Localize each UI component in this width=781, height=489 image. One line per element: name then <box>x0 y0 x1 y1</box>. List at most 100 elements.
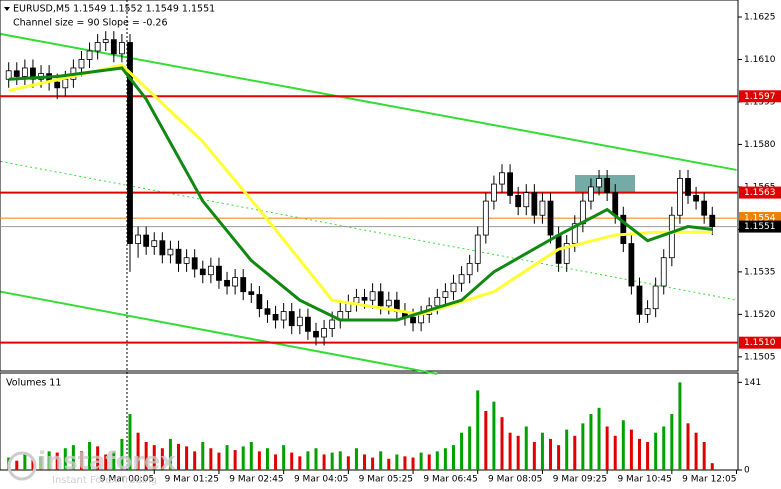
candle-body <box>13 70 20 77</box>
volume-tick-label: 141 <box>744 378 761 388</box>
y-tick-label: 1.1580 <box>744 140 776 150</box>
watermark-logo <box>7 451 37 481</box>
level-label-box <box>739 220 781 233</box>
watermark: instaforex <box>38 447 176 475</box>
candle-body <box>361 296 368 301</box>
candle-body <box>264 308 271 315</box>
candle-body <box>110 39 117 55</box>
candle-body <box>248 291 255 295</box>
candle-body <box>474 234 481 264</box>
candle-body <box>547 200 554 236</box>
volume-title: Volumes 11 <box>6 378 61 389</box>
candle-body <box>563 243 570 264</box>
candle-body <box>191 257 198 270</box>
candle-body <box>94 42 101 52</box>
x-tick-label: 9 Mar 12:05 <box>682 475 736 485</box>
candle-body <box>54 81 61 89</box>
candle-body <box>612 192 619 216</box>
candle-body <box>272 313 279 321</box>
candle-body <box>685 178 691 196</box>
candle-body <box>151 240 158 247</box>
candle-body <box>288 311 295 327</box>
watermark-sub: Instant Forex Trading <box>52 475 157 486</box>
y-tick-label: 1.1535 <box>744 267 776 277</box>
candle-body <box>256 294 263 310</box>
candle-body <box>135 234 141 244</box>
candle-body <box>78 59 85 69</box>
x-tick-label: 9 Mar 06:45 <box>423 475 477 485</box>
level-label: 1.1551 <box>744 222 776 232</box>
candle-body <box>442 291 449 298</box>
candle-body <box>207 265 214 276</box>
candle-body <box>588 186 594 202</box>
candle-body <box>21 67 28 77</box>
x-tick-label: 9 Mar 08:05 <box>488 475 542 485</box>
candle-body <box>127 42 133 244</box>
candle-body <box>159 240 166 256</box>
candle-body <box>466 262 473 276</box>
candle-body <box>167 248 174 256</box>
y-tick-label: 1.1520 <box>744 310 776 320</box>
candle-body <box>636 285 643 315</box>
candle-body <box>353 296 360 304</box>
candle-body <box>660 257 667 287</box>
x-tick-label: 9 Mar 05:25 <box>359 475 413 485</box>
candle-body <box>515 195 522 208</box>
level-label: 1.1597 <box>744 92 776 102</box>
candle-body <box>668 214 675 259</box>
level-label-box <box>739 336 781 349</box>
x-tick-label: 9 Mar 10:45 <box>617 475 671 485</box>
candle-body <box>491 183 497 202</box>
level-label-box <box>739 90 781 103</box>
x-tick-label: 9 Mar 00:05 <box>100 475 154 485</box>
candle-body <box>321 328 327 338</box>
candle-body <box>62 78 69 89</box>
candle-body <box>507 172 513 196</box>
candle-body <box>240 277 247 293</box>
level-label: 1.1510 <box>744 338 776 348</box>
candle-body <box>410 316 416 324</box>
candle-body <box>499 172 505 185</box>
moving-average <box>8 66 713 322</box>
x-tick-label: 9 Mar 04:05 <box>294 475 348 485</box>
moving-average <box>8 63 713 316</box>
candle-body <box>5 70 12 80</box>
level-label-box <box>739 186 781 199</box>
candle-body <box>199 268 206 276</box>
candle-body <box>296 316 303 327</box>
candle-body <box>693 195 699 202</box>
candle-body <box>216 265 222 281</box>
candle-body <box>450 282 457 293</box>
candle-body <box>604 178 611 193</box>
x-tick-label: 9 Mar 02:45 <box>229 475 283 485</box>
candle-body <box>539 200 546 216</box>
candle-body <box>329 319 336 329</box>
candle-body <box>86 50 93 60</box>
candle-body <box>175 248 182 264</box>
candle-body <box>482 200 489 236</box>
candle-body <box>701 200 708 216</box>
chart-subtitle: Channel size = 90 Slope = -0.26 <box>13 18 168 29</box>
candle-body <box>305 316 311 332</box>
candle-body <box>620 214 627 244</box>
candle-body <box>628 243 635 287</box>
channel-line <box>0 33 737 171</box>
candle-body <box>183 257 190 264</box>
candle-body <box>377 291 384 307</box>
candle-body <box>280 311 287 321</box>
candle-body <box>313 330 319 338</box>
y-tick-label: 1.1625 <box>744 12 776 22</box>
candle-body <box>385 299 392 307</box>
candle-body <box>523 192 530 208</box>
x-tick-label: 9 Mar 09:25 <box>553 475 607 485</box>
level-label: 1.1554 <box>744 214 776 224</box>
candle-body <box>119 42 125 55</box>
candle-body <box>224 279 230 287</box>
candle-body <box>596 178 602 188</box>
candle-body <box>232 277 239 287</box>
y-tick-label: 1.1595 <box>744 97 776 107</box>
candle-body <box>677 178 683 216</box>
header-icon <box>4 7 10 11</box>
volume-tick-label: 0 <box>744 466 750 476</box>
